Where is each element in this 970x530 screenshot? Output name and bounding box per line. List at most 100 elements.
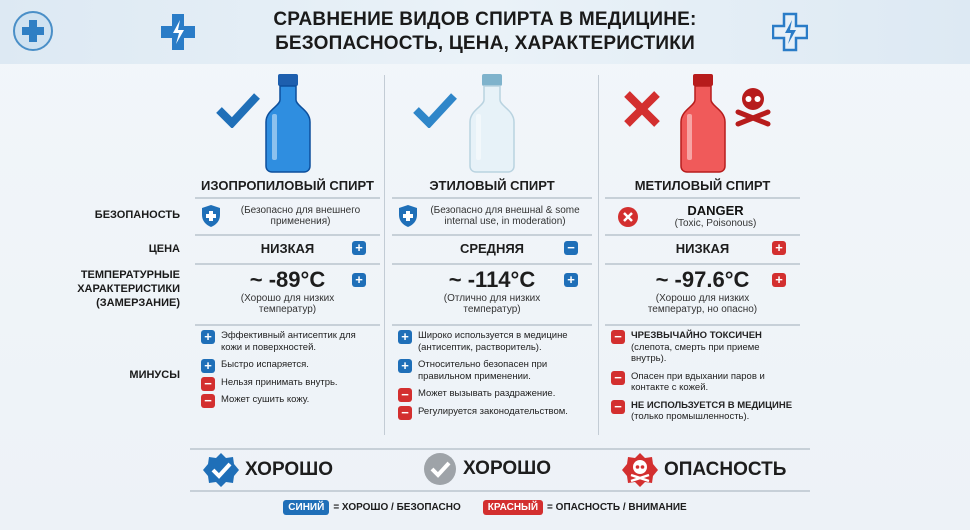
bottle-icon: [679, 74, 726, 173]
divider: [195, 324, 380, 326]
plus-icon: +: [352, 241, 366, 255]
plus-icon: +: [352, 273, 366, 287]
divider: [605, 197, 800, 199]
header-banner: СРАВНЕНИЕ ВИДОВ СПИРТА В МЕДИЦИНЕ: БЕЗОПА…: [0, 0, 970, 64]
skull-badge-icon: [622, 453, 658, 487]
bottle-icon: [264, 74, 311, 173]
legend-red-text: = ОПАСНОСТЬ / ВНИМАНИЕ: [547, 502, 687, 513]
safety-title: DANGER: [687, 203, 744, 218]
badge-label: ХОРОШО: [463, 458, 552, 479]
divider: [605, 324, 800, 326]
medical-cross-circle-icon: [13, 11, 53, 51]
badge-label: ХОРОШО: [245, 459, 334, 480]
plus-icon: +: [772, 241, 786, 255]
safety-note: (Toxic, Poisonous): [674, 218, 757, 229]
price-value: СРЕДНЯЯ: [459, 241, 525, 256]
safety-cell: (Безопасно для внешнего применения): [195, 199, 380, 233]
minus-icon: −: [611, 330, 625, 344]
minus-icon: −: [398, 405, 412, 420]
pros-cons-item: − Может вызывать раздражение.: [398, 388, 588, 402]
divider: [195, 263, 380, 265]
item-text: Широко используется в медицине (антисепт…: [418, 330, 568, 353]
divider: [195, 197, 380, 199]
row-label-cons: МИНУСЫ: [129, 369, 180, 381]
pros-cons-item: − Опасен при вдыхании паров и контакте с …: [611, 370, 796, 394]
medical-cross-lightning-icon: [161, 14, 195, 50]
column-divider: [384, 75, 385, 435]
item-title: ЧРЕЗВЫЧАЙНО ТОКСИЧЕН: [631, 330, 762, 341]
item-text: Может вызывать раздражение.: [418, 388, 556, 399]
minus-icon: −: [611, 370, 625, 385]
check-icon: [413, 93, 457, 128]
item-text: (только промышленность).: [631, 411, 750, 422]
item-text: Эффективный антисептик для кожи и поверх…: [221, 330, 356, 353]
blue-check-badge-icon: [203, 453, 239, 487]
column-title: ЭТИЛОВЫЙ СПИРТ: [429, 178, 555, 193]
badge-label: ОПАСНОСТЬ: [664, 459, 787, 480]
legend-blue: СИНИЙ = ХОРОШО / БЕЗОПАСНО: [283, 500, 461, 515]
price-value: НИЗКАЯ: [675, 241, 730, 256]
pros-cons-item: + Относительно безопасен при правильном п…: [398, 359, 588, 382]
pros-cons-item: + Эффективный антисептик для кожи и повер…: [201, 330, 376, 353]
temp-value: ~ -89°C: [249, 267, 326, 292]
divider: [605, 263, 800, 265]
temp-note: (Хорошо для низких температур): [240, 293, 335, 315]
pros-cons-item: − НЕ ИСПОЛЬЗУЕТСЯ В МЕДИЦИНЕ (только промы…: [611, 399, 796, 423]
minus-icon: −: [201, 394, 215, 408]
temp-value: ~ -114°C: [448, 267, 536, 292]
item-title: НЕ ИСПОЛЬЗУЕТСЯ В МЕДИЦИНЕ: [631, 399, 793, 411]
safety-cell: (Безопасно для внешнal & some internal u…: [392, 199, 592, 233]
badge-ethyl: ХОРОШО: [423, 452, 551, 486]
divider: [190, 490, 810, 492]
title-line-1: СРАВНЕНИЕ ВИДОВ СПИРТА В МЕДИЦИНЕ:: [273, 9, 697, 30]
legend-red-chip: КРАСНЫЙ: [482, 500, 544, 515]
divider: [392, 263, 592, 265]
row-label-temp: ТЕМПЕРАТУРНЫЕ ХАРАКТЕРИСТИКИ (ЗАМЕРЗАНИЕ…: [77, 269, 180, 309]
plus-icon: +: [398, 359, 412, 373]
cross-icon: [624, 91, 660, 127]
pros-cons-item: − ЧРЕЗВЫЧАЙНО ТОКСИЧЕН (слепота, смерть пр…: [611, 330, 796, 365]
item-text: Быстро испаряется.: [221, 359, 309, 370]
divider: [195, 234, 380, 236]
divider: [392, 234, 592, 236]
shield-plus-icon: [202, 205, 220, 227]
pros-cons-item: − Может сушить кожу.: [201, 394, 376, 408]
price-value: НИЗКАЯ: [260, 241, 315, 256]
plus-icon: +: [398, 330, 412, 344]
item-text: (слепота, смерть при приеме внутрь).: [631, 341, 760, 365]
badge-methyl: ОПАСНОСТЬ: [622, 452, 786, 488]
plus-icon: +: [564, 273, 578, 287]
temp-note: (Отлично для низких температур): [443, 293, 541, 315]
column-title: ИЗОПРОПИЛОВЫЙ СПИРТ: [201, 178, 374, 193]
pros-cons-item: + Широко используется в медицине (антисеп…: [398, 330, 588, 353]
plus-icon: +: [772, 273, 786, 287]
pros-cons-list: + Эффективный антисептик для кожи и повер…: [201, 330, 376, 408]
minus-icon: −: [398, 388, 412, 402]
pros-cons-item: − Нельзя принимать внутрь.: [201, 376, 376, 391]
item-text: Нельзя принимать внутрь.: [221, 376, 338, 388]
legend-red: КРАСНЫЙ = ОПАСНОСТЬ / ВНИМАНИЕ: [482, 500, 687, 515]
item-text: Относительно безопасен при правильном пр…: [418, 359, 548, 382]
skull-crossbones-icon: [735, 88, 771, 127]
check-icon: [216, 93, 260, 128]
pros-cons-list: − ЧРЕЗВЫЧАЙНО ТОКСИЧЕН (слепота, смерть пр…: [611, 330, 796, 423]
shield-plus-icon: [399, 205, 417, 227]
pros-cons-list: + Широко используется в медицине (антисеп…: [398, 330, 588, 420]
plus-icon: +: [201, 359, 215, 373]
safety-note: (Безопасно для внешнего применения): [240, 205, 361, 227]
page-title: СРАВНЕНИЕ ВИДОВ СПИРТА В МЕДИЦИНЕ: БЕЗОПА…: [0, 8, 970, 56]
medical-cross-lightning-outline-icon: [772, 12, 808, 52]
pros-cons-item: + Быстро испаряется.: [201, 359, 376, 373]
column-divider: [598, 75, 599, 435]
plus-icon: +: [201, 330, 215, 344]
item-text: Может сушить кожу.: [221, 394, 310, 405]
badge-isopropyl: ХОРОШО: [203, 452, 333, 488]
row-label-safety: БЕЗОПАНОСТЬ: [94, 209, 180, 221]
row-label-price: ЦЕНА: [148, 243, 180, 255]
item-text: Регулируется законодательством.: [418, 405, 568, 417]
legend-blue-text: = ХОРОШО / БЕЗОПАСНО: [333, 502, 461, 513]
item-text: Опасен при вдыхании паров и контакте с к…: [631, 370, 765, 394]
color-legend: СИНИЙ = ХОРОШО / БЕЗОПАСНО КРАСНЫЙ = ОПАСН…: [0, 500, 970, 515]
divider: [605, 234, 800, 236]
bottle-icon: [469, 74, 515, 173]
